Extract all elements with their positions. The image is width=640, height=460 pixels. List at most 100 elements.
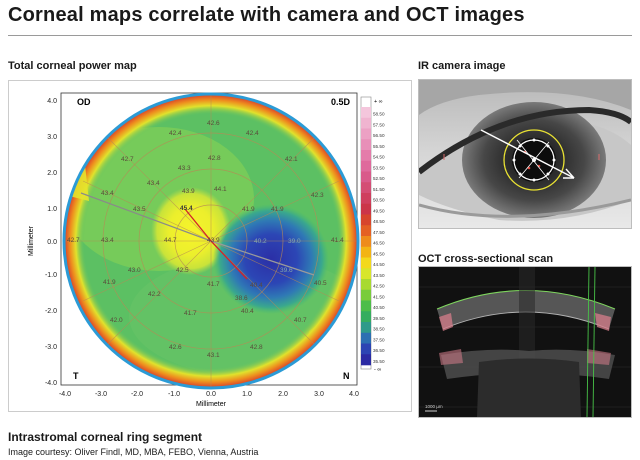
svg-text:40.2: 40.2 [254, 238, 267, 245]
svg-text:40.7: 40.7 [294, 317, 307, 324]
scale-label: 42.50 [373, 284, 385, 289]
svg-text:44.1: 44.1 [214, 186, 227, 193]
svg-text:41.9: 41.9 [242, 206, 255, 213]
scale-swatch [361, 300, 371, 312]
scale-label: 57.50 [373, 122, 385, 127]
scale-swatch [361, 322, 371, 334]
svg-text:-3.0: -3.0 [95, 391, 107, 398]
svg-text:43.1: 43.1 [207, 352, 220, 359]
svg-text:1.0: 1.0 [47, 206, 57, 213]
svg-text:42.3: 42.3 [311, 192, 324, 199]
scale-swatch [361, 236, 371, 248]
svg-text:42.0: 42.0 [110, 317, 123, 324]
temporal-label: T [73, 371, 79, 381]
scale-swatch [361, 182, 371, 194]
nasal-label: N [343, 371, 350, 381]
corneal-power-map: 42.4 42.6 42.4 42.7 43.3 42.8 42.1 43.4 … [28, 92, 385, 408]
svg-text:39.0: 39.0 [288, 238, 301, 245]
scale-label: 36.50 [373, 348, 385, 353]
svg-text:-2.0: -2.0 [131, 391, 143, 398]
svg-text:42.7: 42.7 [67, 237, 80, 244]
x-axis-ticks: -4.0 -3.0 -2.0 -1.0 0.0 1.0 2.0 3.0 4.0 [59, 391, 359, 398]
scale-top-symbol: + ∞ [374, 99, 383, 105]
svg-text:38.6: 38.6 [235, 295, 248, 302]
oct-scale-bar: 1000 µm [425, 404, 443, 409]
svg-text:42.5: 42.5 [176, 267, 189, 274]
power-map-disc [64, 94, 358, 388]
svg-text:2.0: 2.0 [278, 391, 288, 398]
scale-swatch [361, 225, 371, 237]
footer-title: Intrastromal corneal ring segment [8, 430, 203, 444]
scale-swatch [361, 246, 371, 258]
svg-text:43.3: 43.3 [178, 165, 191, 172]
svg-text:41.7: 41.7 [184, 310, 197, 317]
scale-label: 47.50 [373, 230, 385, 235]
scale-swatch [361, 311, 371, 323]
page-title: Corneal maps correlate with camera and O… [8, 4, 525, 26]
scale-label: 54.50 [373, 155, 385, 160]
scale-label: 48.50 [373, 219, 385, 224]
scale-label: 46.50 [373, 241, 385, 246]
steep-axis-line [210, 240, 315, 276]
svg-text:42.8: 42.8 [250, 344, 263, 351]
svg-text:40.5: 40.5 [314, 280, 327, 287]
oct-label: OCT cross-sectional scan [418, 253, 554, 265]
y-axis-ticks: 4.0 3.0 2.0 1.0 0.0 -1.0 -2.0 -3.0 -4.0 [45, 98, 57, 387]
scale-label: 53.50 [373, 165, 385, 170]
svg-text:43.9: 43.9 [182, 188, 195, 195]
ir-camera-image [418, 79, 632, 229]
scale-label: 51.50 [373, 187, 385, 192]
svg-text:-2.0: -2.0 [45, 308, 57, 315]
svg-text:4.0: 4.0 [349, 391, 359, 398]
scale-swatch [361, 107, 371, 119]
ring-overlay [503, 129, 565, 191]
svg-text:-3.0: -3.0 [45, 344, 57, 351]
scale-label: 41.50 [373, 294, 385, 299]
eye-label: OD [77, 97, 91, 107]
scale-swatch [361, 160, 371, 172]
svg-text:1.0: 1.0 [242, 391, 252, 398]
svg-text:41.9: 41.9 [103, 279, 116, 286]
svg-text:43.0: 43.0 [128, 267, 141, 274]
svg-text:42.6: 42.6 [207, 120, 220, 127]
map-values: 42.4 42.6 42.4 42.7 43.3 42.8 42.1 43.4 … [67, 120, 344, 359]
svg-text:40.4: 40.4 [241, 308, 254, 315]
scale-label: 52.50 [373, 176, 385, 181]
y-axis-label: Millimeter [28, 225, 35, 256]
axis-marker-red [210, 240, 248, 280]
scale-label: 56.50 [373, 133, 385, 138]
svg-text:41.7: 41.7 [207, 281, 220, 288]
svg-text:44.7: 44.7 [164, 237, 177, 244]
scale-label: 44.50 [373, 262, 385, 267]
svg-text:40.4: 40.4 [250, 282, 263, 289]
scale-bottom-symbol: - ∞ [374, 367, 381, 373]
title-divider [8, 35, 632, 36]
svg-text:42.1: 42.1 [285, 156, 298, 163]
x-axis-label: Millimeter [196, 401, 227, 408]
scale-label: 40.50 [373, 305, 385, 310]
color-scale: + ∞ - ∞ 58.50 57.50 56.50 55.50 54.50 53.50 52… [360, 96, 385, 373]
scale-swatch [361, 203, 371, 215]
svg-text:2.0: 2.0 [47, 170, 57, 177]
svg-text:-1.0: -1.0 [168, 391, 180, 398]
scale-swatch [361, 128, 371, 140]
flat-axis-line [80, 192, 212, 242]
scale-swatch [361, 332, 371, 344]
scale-swatch [361, 343, 371, 355]
svg-text:0.0: 0.0 [47, 239, 57, 246]
svg-text:-4.0: -4.0 [45, 380, 57, 387]
svg-text:43.4: 43.4 [147, 180, 160, 187]
svg-text:-4.0: -4.0 [59, 391, 71, 398]
scale-swatch [361, 150, 371, 162]
corneal-power-map-panel: 42.4 42.6 42.4 42.7 43.3 42.8 42.1 43.4 … [8, 80, 412, 412]
scale-swatch [361, 117, 371, 129]
scale-swatch [361, 354, 371, 366]
scale-label: 49.50 [373, 208, 385, 213]
scale-swatch [361, 289, 371, 301]
svg-text:39.6: 39.6 [280, 267, 293, 274]
svg-text:42.4: 42.4 [246, 130, 259, 137]
svg-text:0.0: 0.0 [206, 391, 216, 398]
scale-label: 39.50 [373, 316, 385, 321]
svg-text:3.0: 3.0 [47, 134, 57, 141]
svg-text:42.2: 42.2 [148, 291, 161, 298]
